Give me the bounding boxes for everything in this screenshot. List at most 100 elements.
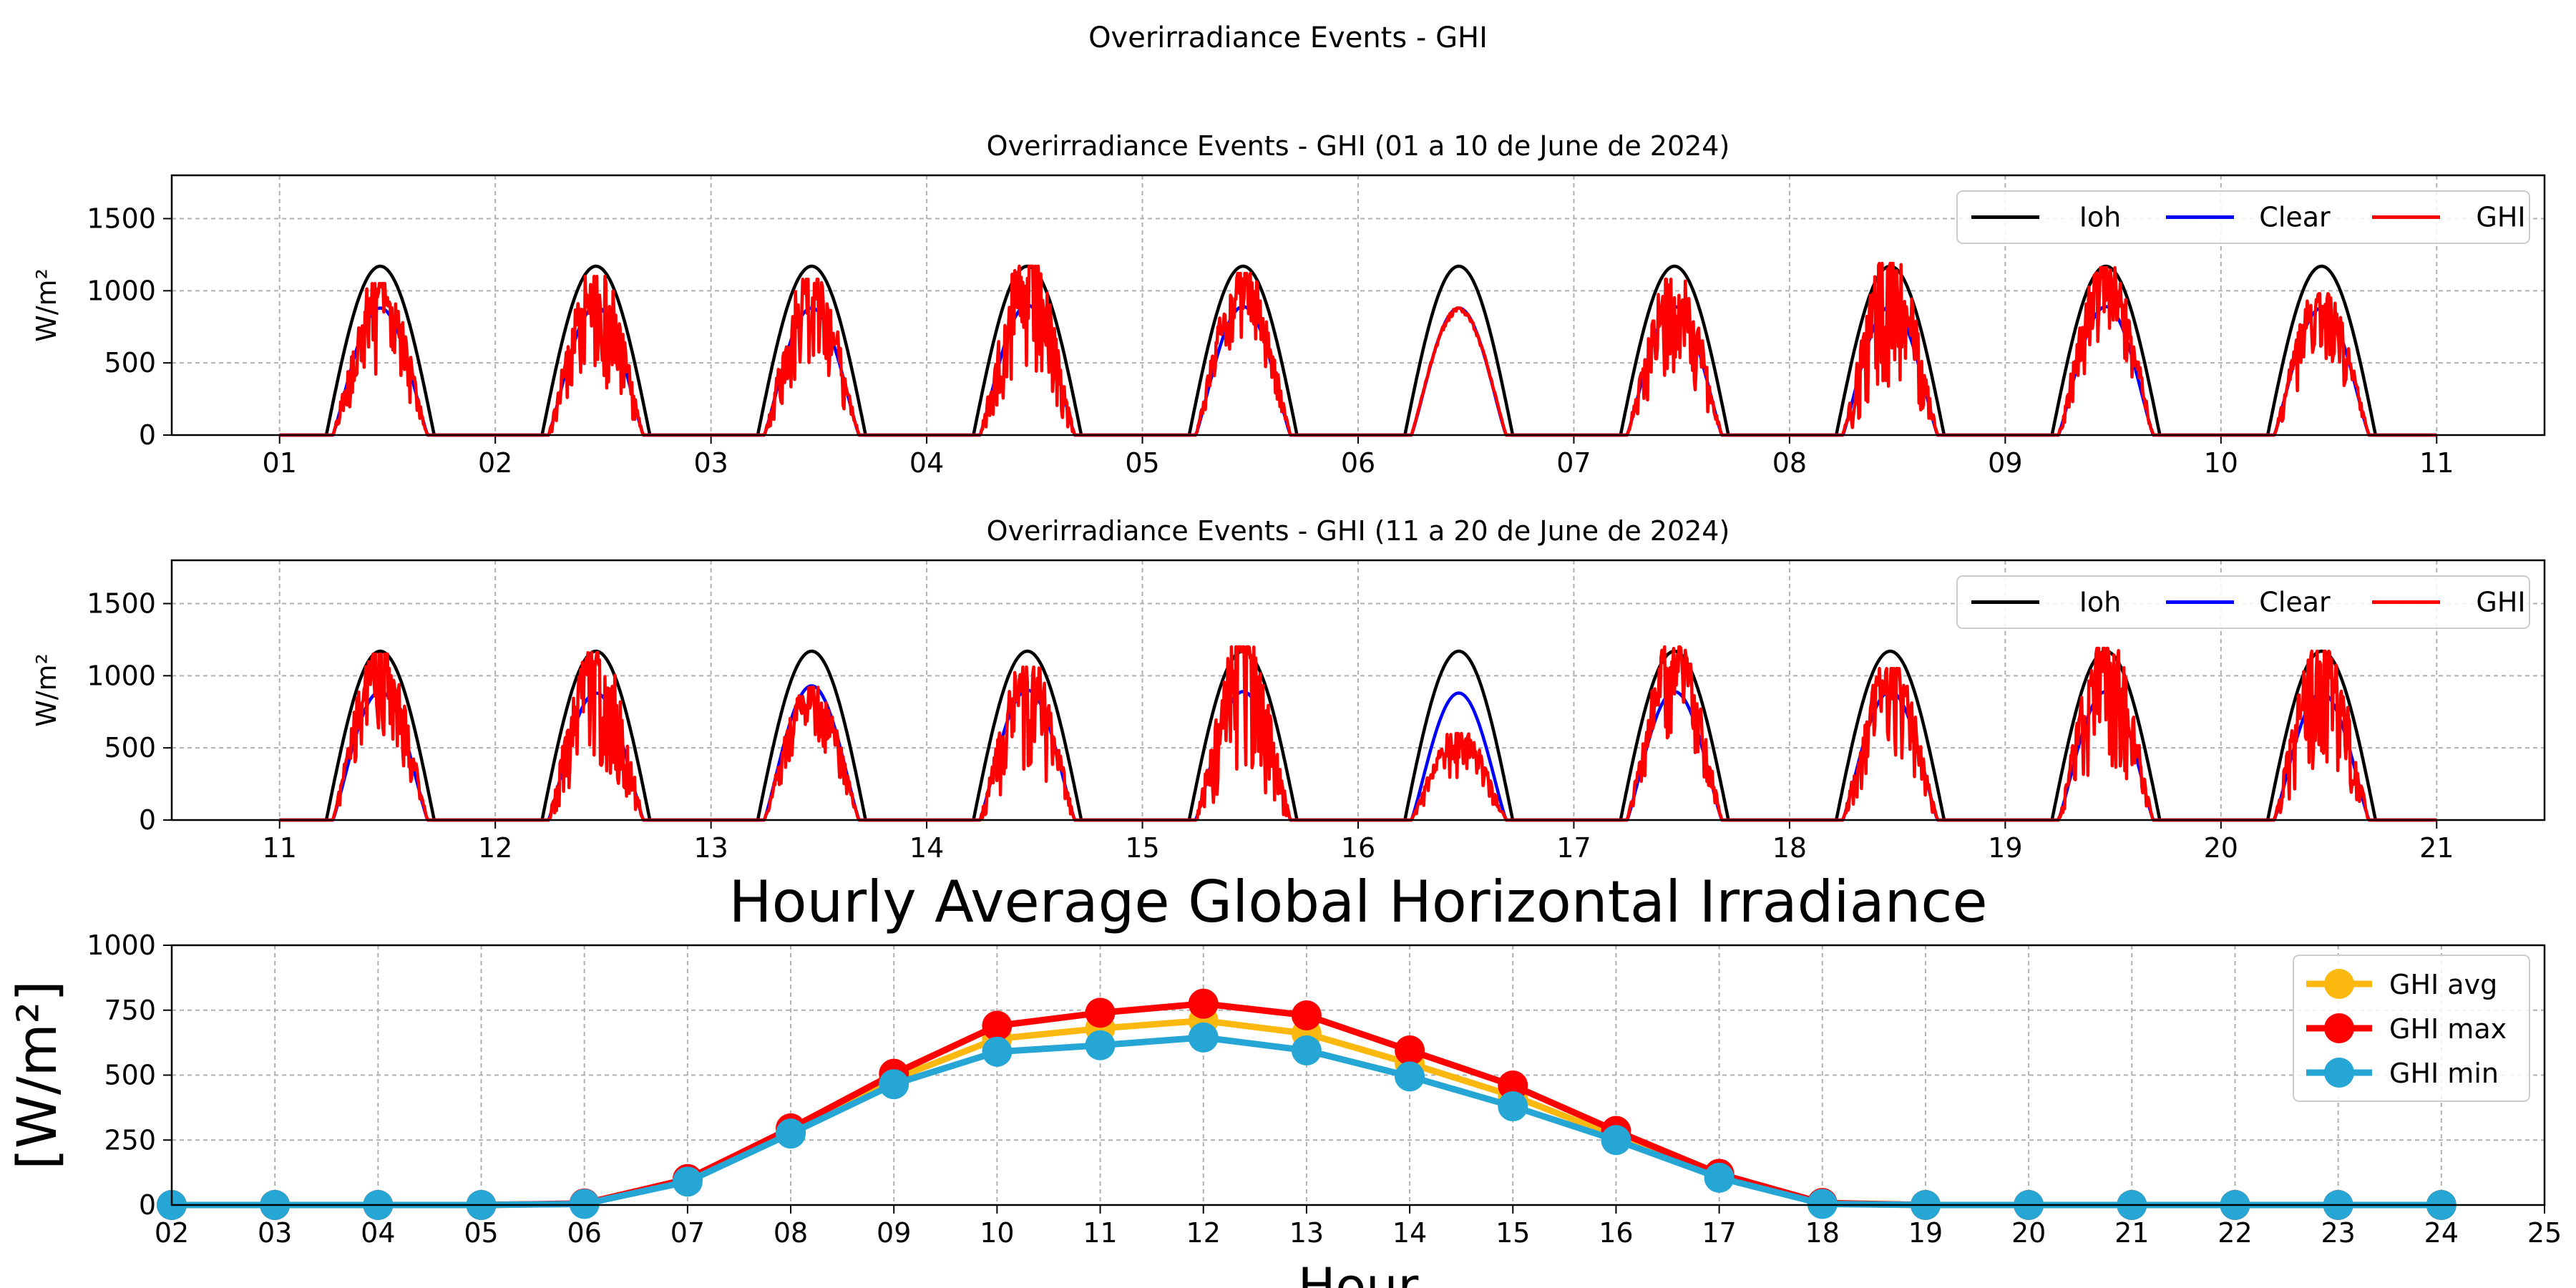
x-tick-label: 21 [2419,832,2454,864]
x-tick-label: 04 [909,447,944,479]
x-tick-label: 03 [693,447,728,479]
series-ghi-min-point [982,1036,1013,1067]
series-ghi-min-point [1807,1189,1838,1219]
daily-irradiance-chart-1: 01 02 03 04 05 06 07 08 09 10 11 0 500 1000 1500 Overir… [31,130,2546,479]
series-ghi-min-point [1601,1125,1631,1156]
x-tick-label: 08 [774,1217,808,1249]
x-tick-label: 20 [2204,832,2238,864]
x-tick-label: 02 [155,1217,189,1249]
x-tick-label: 15 [1496,1217,1530,1249]
plot-frame [170,944,2546,1206]
x-tick-label: 06 [1341,447,1375,479]
x-tick-label: 13 [1289,1217,1324,1249]
x-tick-label: 18 [1805,1217,1840,1249]
x-tick-label: 07 [670,1217,705,1249]
plot-frame [170,174,2546,436]
plot-frame [170,559,2546,821]
x-tick-label: 16 [1599,1217,1633,1249]
x-axis-label: Hour [1298,1257,1419,1288]
x-tick-label: 18 [1772,832,1807,864]
series-ghi-min-point [1395,1061,1425,1092]
series-ghi-min-point [672,1166,703,1197]
series-ghi-max-point [1085,997,1116,1028]
legend-box [1956,575,2530,629]
figure-title: Overirradiance Events - GHI [1088,21,1488,54]
legend: Ioh Clear GHI [1956,575,2530,629]
x-tick-label: 25 [2527,1217,2562,1249]
legend-marker-ghi-max [2324,1013,2354,1043]
y-tick-label: 1000 [87,660,156,691]
series-ghi-min-point [1704,1162,1735,1193]
chart-title: Hourly Average Global Horizontal Irradia… [728,869,1987,935]
legend-label-ioh: Ioh [2079,587,2122,618]
x-tick-label: 24 [2424,1217,2459,1249]
series-ghi-min-point [776,1118,806,1149]
y-tick-label: 0 [139,419,156,451]
legend-marker-ghi-avg [2324,969,2354,999]
x-tick-label: 01 [263,447,297,479]
chart-title: Overirradiance Events - GHI (11 a 20 de … [987,515,1730,547]
x-tick-label: 21 [2114,1217,2149,1249]
y-tick-label: 500 [104,347,156,379]
y-tick-label: 250 [104,1124,156,1156]
x-tick-label: 05 [1125,447,1159,479]
series-ghi-min-point [1085,1030,1116,1060]
x-tick-label: 13 [693,832,728,864]
x-tick-label: 16 [1341,832,1375,864]
x-tick-label: 10 [2204,447,2238,479]
y-tick-label: 1500 [87,203,156,235]
x-tick-label: 12 [1186,1217,1221,1249]
legend-label-ghi: GHI [2476,202,2525,233]
x-tick-label: 14 [1392,1217,1427,1249]
legend-label-ghi-avg: GHI avg [2389,969,2497,1000]
x-tick-label: 12 [478,832,512,864]
series-ghi-max-point [982,1010,1013,1041]
y-tick-label: 0 [139,1189,156,1221]
x-tick-label: 05 [464,1217,498,1249]
x-tick-label: 19 [1908,1217,1943,1249]
y-tick-label: 750 [104,995,156,1026]
x-tick-label: 04 [361,1217,395,1249]
y-axis-label: W/m² [31,268,62,342]
series-ghi-min-point [1188,1022,1219,1053]
x-tick-label: 22 [2218,1217,2252,1249]
series-ghi-max-point [1498,1070,1528,1101]
legend: Ioh Clear GHI [1956,190,2530,244]
y-tick-label: 500 [104,732,156,763]
x-tick-label: 14 [909,832,944,864]
y-axis-label: [W/m²] [5,980,69,1170]
x-tick-label: 03 [258,1217,292,1249]
series-ghi-min-point [1498,1091,1528,1122]
legend-label-ioh: Ioh [2079,202,2122,233]
series-ghi-max-point [1291,1000,1322,1031]
x-tick-label: 15 [1125,832,1159,864]
x-tick-label: 10 [980,1217,1014,1249]
x-tick-label: 02 [478,447,512,479]
legend-box [1956,190,2530,244]
x-tick-label: 23 [2321,1217,2355,1249]
x-tick-label: 17 [1702,1217,1736,1249]
y-axis-label: W/m² [31,653,62,727]
x-tick-label: 11 [2419,447,2454,479]
daily-irradiance-chart-2: 11 12 13 14 15 16 17 18 19 20 21 0 500 1000 1500 Overir… [31,515,2546,864]
series-ghi-min-point [879,1069,909,1100]
legend-marker-ghi-min [2324,1058,2354,1088]
hourly-average-chart: 02 03 04 05 06 07 08 09 10 11 12 13 14 15 16 17 18 19 20 21… [5,869,2562,1288]
x-tick-label: 19 [1988,832,2022,864]
x-tick-label: 09 [1988,447,2022,479]
x-tick-label: 08 [1772,447,1807,479]
y-tick-label: 0 [139,804,156,836]
x-tick-label: 06 [567,1217,602,1249]
legend: GHI avg GHI max GHI min [2293,955,2530,1102]
y-tick-label: 1000 [87,275,156,306]
y-tick-label: 1500 [87,588,156,620]
series-ghi-max-point [1188,988,1219,1019]
x-tick-label: 20 [2011,1217,2046,1249]
legend-label-ghi: GHI [2476,587,2525,618]
series-ghi-min-point [569,1189,600,1219]
series-ghi-max-point [1395,1035,1425,1066]
x-tick-label: 11 [1083,1217,1117,1249]
legend-box [2293,955,2530,1102]
x-tick-label: 17 [1556,832,1591,864]
